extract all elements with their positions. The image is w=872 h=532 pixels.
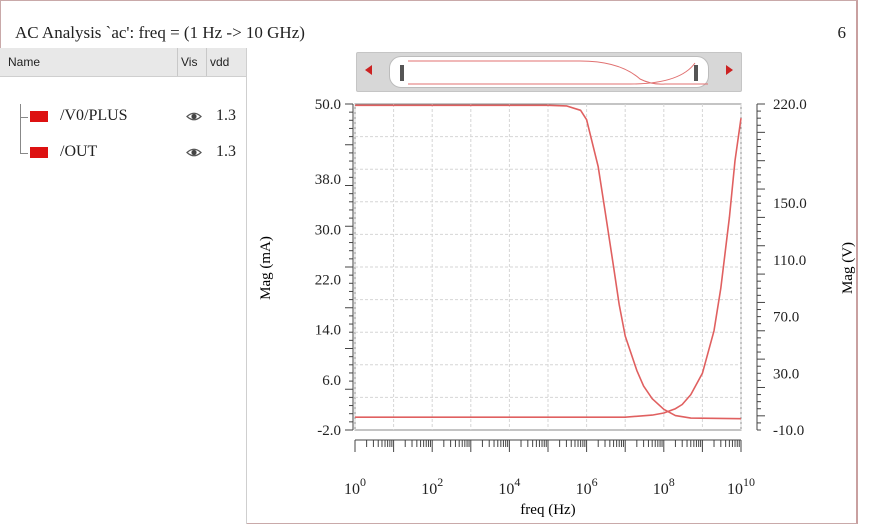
chart-grid bbox=[354, 103, 742, 431]
navigator-handle-left[interactable] bbox=[400, 65, 404, 81]
column-divider bbox=[206, 48, 207, 76]
tree-connector bbox=[20, 117, 28, 118]
window-title: AC Analysis `ac': freq = (1 Hz -> 10 GHz… bbox=[15, 23, 305, 42]
eye-icon[interactable] bbox=[186, 111, 202, 122]
x-tick-label: 1010 bbox=[727, 475, 755, 498]
y-tick-label-left: 22.0 bbox=[315, 273, 341, 289]
y-tick-label-left: 50.0 bbox=[315, 97, 341, 113]
arrow-left-icon[interactable] bbox=[365, 65, 372, 75]
signal-table-header: Name Vis vdd bbox=[0, 48, 246, 77]
y-tick-label-right: 220.0 bbox=[773, 97, 807, 113]
chart-series bbox=[355, 104, 742, 420]
x-tick-label: 108 bbox=[653, 475, 675, 498]
x-axis-label: freq (Hz) bbox=[520, 502, 575, 518]
arrow-right-icon[interactable] bbox=[726, 65, 733, 75]
y-tick-label-right: -10.0 bbox=[773, 423, 804, 439]
y-tick-label-right: 110.0 bbox=[773, 253, 806, 269]
column-name[interactable]: Name bbox=[8, 55, 41, 69]
window-number: 6 bbox=[837, 23, 847, 42]
signal-color-swatch[interactable] bbox=[30, 111, 48, 122]
title-bar: AC Analysis `ac': freq = (1 Hz -> 10 GHz… bbox=[1, 1, 856, 43]
eye-icon[interactable] bbox=[186, 147, 202, 158]
signal-color-swatch[interactable] bbox=[30, 147, 48, 158]
navigator-preview bbox=[408, 60, 708, 85]
y-tick-label-left: 30.0 bbox=[315, 222, 341, 238]
series-line-2 bbox=[355, 118, 742, 419]
tree-connector bbox=[20, 153, 28, 154]
x-tick-label: 100 bbox=[344, 475, 366, 498]
column-divider bbox=[177, 48, 178, 76]
signal-name: /V0/PLUS bbox=[60, 107, 128, 124]
zoom-navigator[interactable] bbox=[356, 52, 742, 92]
y-tick-label-right: 30.0 bbox=[773, 366, 799, 382]
navigator-viewport[interactable] bbox=[389, 56, 709, 88]
x-tick-label: 102 bbox=[421, 475, 443, 498]
y-tick-label-right: 70.0 bbox=[773, 310, 799, 326]
x-tick-label: 104 bbox=[498, 475, 520, 498]
signal-name: /OUT bbox=[60, 143, 98, 160]
y-tick-label-right: 150.0 bbox=[773, 196, 807, 212]
y-axis-label-right: Mag (V) bbox=[840, 242, 856, 294]
column-vis[interactable]: Vis bbox=[181, 55, 198, 69]
y-tick-label-left: 14.0 bbox=[315, 323, 341, 339]
y-tick-label-left: 38.0 bbox=[315, 172, 341, 188]
signal-panel: Name Vis vdd /V0/PLUS 1.3 /OUT 1.3 bbox=[0, 48, 247, 524]
plot-area bbox=[250, 48, 856, 524]
navigator-handle-right[interactable] bbox=[694, 65, 698, 81]
signal-vdd-value: 1.3 bbox=[216, 107, 236, 124]
tree-connector bbox=[20, 104, 21, 154]
x-tick-label: 106 bbox=[576, 475, 598, 498]
column-vdd[interactable]: vdd bbox=[210, 55, 230, 69]
y-tick-label-left: -2.0 bbox=[317, 423, 341, 439]
y-tick-label-left: 6.0 bbox=[322, 373, 341, 389]
y-axis-label-left: Mag (mA) bbox=[258, 236, 274, 300]
chart-axes: 50.0 38.0 30.0 22.0 14.0 6.0 -2.0 220.0 150.0 110… bbox=[315, 97, 807, 498]
signal-vdd-value: 1.3 bbox=[216, 143, 236, 160]
